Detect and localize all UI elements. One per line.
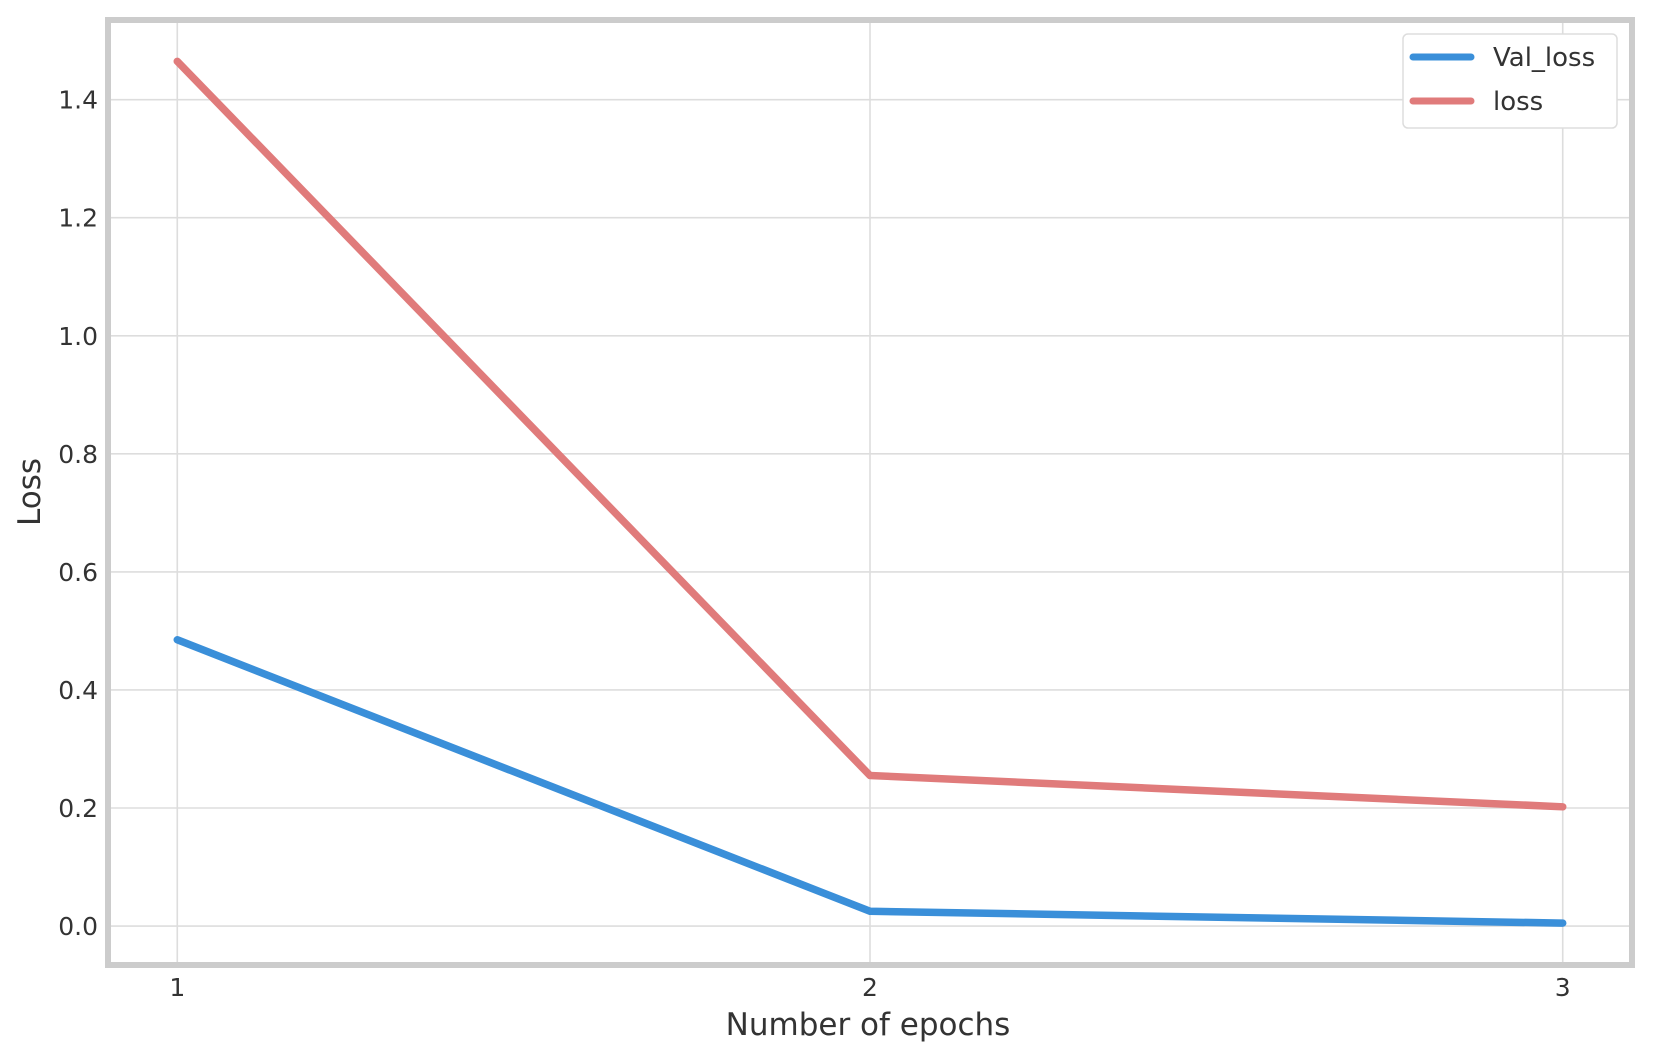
y-tick-label: 0.2 bbox=[58, 794, 98, 823]
data-point-val-loss bbox=[174, 636, 181, 643]
data-point-loss bbox=[174, 58, 181, 65]
y-tick-label: 0.8 bbox=[58, 440, 98, 469]
legend-label-loss: loss bbox=[1493, 87, 1543, 117]
y-tick-label: 1.4 bbox=[58, 86, 98, 115]
y-tick-labels: 0.0 0.2 0.4 0.6 0.8 1.0 1.2 1.4 bbox=[58, 86, 98, 941]
plot-lines bbox=[173, 57, 1567, 927]
y-tick-label: 0.0 bbox=[58, 912, 98, 941]
y-tick-label: 1.2 bbox=[58, 204, 98, 233]
data-point-loss bbox=[1559, 803, 1566, 811]
legend: Val_loss loss bbox=[1402, 33, 1618, 129]
y-axis-label: Loss bbox=[12, 458, 48, 526]
plot-frame bbox=[105, 17, 1635, 968]
y-tick-label: 1.0 bbox=[58, 322, 98, 351]
data-point-val-loss bbox=[1559, 919, 1566, 927]
x-tick-label: 1 bbox=[169, 973, 185, 1002]
grid bbox=[108, 20, 1632, 965]
data-point-val-loss bbox=[866, 908, 874, 915]
y-tick-label: 0.6 bbox=[58, 558, 98, 587]
x-tick-labels: 1 2 3 bbox=[169, 973, 1570, 1002]
x-tick-label: 3 bbox=[1555, 973, 1571, 1002]
x-tick-label: 2 bbox=[862, 973, 878, 1002]
legend-label-val-loss: Val_loss bbox=[1493, 43, 1595, 73]
data-point-loss bbox=[866, 772, 874, 779]
x-axis-label: Number of epochs bbox=[726, 1007, 1011, 1043]
y-tick-label: 0.4 bbox=[58, 676, 98, 705]
